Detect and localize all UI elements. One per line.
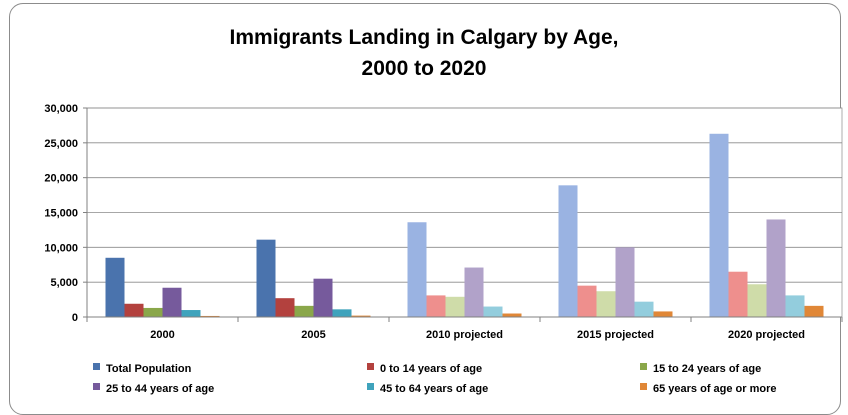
legend-label: 25 to 44 years of age [106,383,214,395]
bar [728,271,748,317]
legend-swatch [93,383,100,390]
plot-area: 0 5,000 10,000 15,000 20,000 25,000 30,000 2000… [44,103,843,341]
bar [162,287,182,317]
bar [747,284,767,317]
bar [351,315,371,317]
bar [445,296,465,317]
x-tick-label: 2005 [301,329,325,341]
legend-swatch [640,383,647,390]
legend-label: 0 to 14 years of age [380,363,482,375]
bar [615,247,635,317]
chart-title: Immigrants Landing in Calgary by Age, 20… [0,22,848,84]
bar [256,239,276,317]
bar [275,298,295,317]
y-tick-label: 10,000 [44,242,78,254]
legend-swatch [367,383,374,390]
x-tick-label: 2000 [150,329,174,341]
legend-label: 15 to 24 years of age [653,363,761,375]
bar [577,285,597,317]
bar [426,295,446,317]
chart-title-line-2: 2000 to 2020 [361,57,487,80]
bar [313,278,333,317]
x-tick-label: 2020 projected [728,329,805,341]
y-tick-label: 25,000 [44,138,78,150]
legend-swatch [93,363,100,370]
bar [709,133,729,317]
bar [558,185,578,317]
bar [596,291,616,317]
bar [785,295,805,317]
y-tick-label: 30,000 [44,103,78,115]
bar [143,307,163,317]
bar [804,305,824,317]
bar [332,309,352,317]
bar [200,315,220,317]
y-tick-label: 5,000 [50,277,78,289]
bar [124,303,144,317]
legend-label: 45 to 64 years of age [380,383,488,395]
bar [502,313,522,317]
legend: Total Population 0 to 14 years of age 15 t… [93,363,777,395]
y-tick-label: 20,000 [44,173,78,185]
x-tick-label: 2010 projected [426,329,503,341]
chart-title-line-1: Immigrants Landing in Calgary by Age, [229,26,619,49]
bar [294,305,314,317]
bar-chart: 0 5,000 10,000 15,000 20,000 25,000 30,000 2000… [44,103,843,395]
bar [634,301,654,317]
legend-swatch [640,363,647,370]
y-tick-label: 0 [72,312,78,324]
legend-label: Total Population [106,363,192,375]
legend-label: 65 years of age or more [653,383,777,395]
bar [653,311,673,317]
bar [105,257,125,317]
x-tick-label: 2015 projected [577,329,654,341]
bar [464,267,484,317]
legend-swatch [367,363,374,370]
bar [483,306,503,317]
y-tick-label: 15,000 [44,208,78,220]
bar [766,219,786,317]
bar [407,222,427,317]
bar [181,310,201,317]
